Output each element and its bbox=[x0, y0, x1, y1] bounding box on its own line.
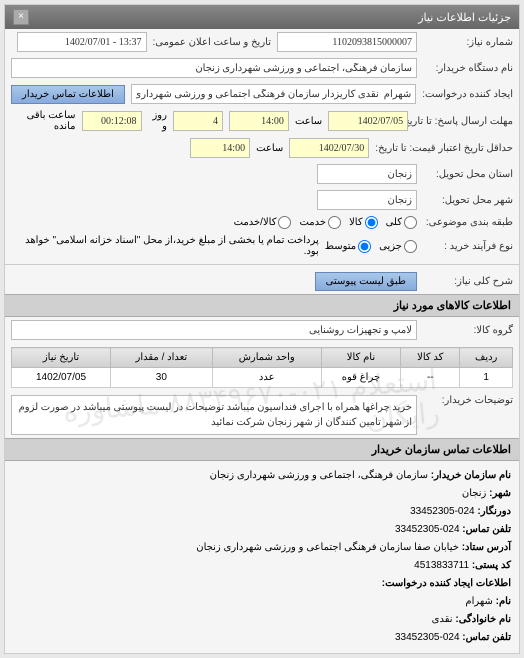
deadline-label: مهلت ارسال پاسخ: تا تاریخ: bbox=[414, 116, 513, 127]
remain-days-label: روز و bbox=[148, 110, 167, 132]
th-name: نام کالا bbox=[321, 348, 400, 368]
buyer-name-input[interactable] bbox=[11, 58, 417, 78]
requester-input[interactable] bbox=[131, 84, 416, 104]
deadline-date-input[interactable] bbox=[328, 111, 408, 131]
category-radio-group: کلی کالا خدمت کالا/خدمت bbox=[234, 216, 417, 229]
announce-input[interactable] bbox=[17, 32, 147, 52]
validity-label: حداقل تاریخ اعتبار قیمت: تا تاریخ: bbox=[375, 143, 513, 154]
th-row: ردیف bbox=[460, 348, 513, 368]
announce-label: تاریخ و ساعت اعلان عمومی: bbox=[153, 37, 272, 48]
remain-time-input bbox=[82, 111, 142, 131]
table-row[interactable]: 1 -- چراغ قوه عدد 30 1402/07/05 bbox=[12, 368, 513, 388]
contact-city-value: زنجان bbox=[462, 488, 486, 499]
lname-value: نقدی bbox=[432, 614, 453, 625]
creator-title: اطلاعات ایجاد کننده درخواست: bbox=[382, 578, 511, 589]
panel-title: جزئیات اطلاعات نیاز bbox=[418, 11, 511, 24]
postal-value: 4513833711 bbox=[414, 560, 469, 571]
remain-suffix: ساعت باقی مانده bbox=[11, 110, 76, 132]
cphone-value: 024-33452305 bbox=[395, 632, 460, 643]
contact-info-button[interactable]: اطلاعات تماس خریدار bbox=[11, 85, 125, 104]
address-label: آدرس ستاد: bbox=[462, 542, 511, 553]
cphone-label: تلفن تماس: bbox=[462, 632, 511, 643]
name-value: شهرام bbox=[465, 596, 492, 607]
panel-header: جزئیات اطلاعات نیاز × bbox=[5, 5, 519, 29]
main-panel: جزئیات اطلاعات نیاز × شماره نیاز: تاریخ … bbox=[4, 4, 520, 654]
goods-group-label: گروه کالا: bbox=[423, 325, 513, 336]
close-icon[interactable]: × bbox=[13, 9, 29, 25]
table-header-row: ردیف کد کالا نام کالا واحد شمارش تعداد /… bbox=[12, 348, 513, 368]
validity-date-input[interactable] bbox=[289, 138, 369, 158]
fax-value: 024-33452305 bbox=[410, 506, 475, 517]
phone-label: تلفن تماس: bbox=[462, 524, 511, 535]
need-desc-label: شرح کلی نیاز: bbox=[423, 276, 513, 287]
th-qty: تعداد / مقدار bbox=[111, 348, 213, 368]
need-number-label: شماره نیاز: bbox=[423, 37, 513, 48]
deadline-time-input[interactable] bbox=[229, 111, 289, 131]
postal-label: کد پستی: bbox=[472, 560, 511, 571]
process-label: نوع فرآیند خرید : bbox=[423, 241, 513, 252]
cat-all-radio[interactable]: کلی bbox=[386, 216, 417, 229]
org-label: نام سازمان خریدار: bbox=[431, 470, 511, 481]
name-label: نام: bbox=[496, 596, 511, 607]
lname-label: نام خانوادگی: bbox=[455, 614, 511, 625]
province-input[interactable] bbox=[317, 164, 417, 184]
cat-goods-service-radio[interactable]: کالا/خدمت bbox=[234, 216, 292, 229]
org-value: سازمان فرهنگی، اجتماعی و ورزشی شهرداری ز… bbox=[210, 470, 428, 481]
cat-service-radio[interactable]: خدمت bbox=[299, 216, 341, 229]
th-unit: واحد شمارش bbox=[212, 348, 321, 368]
buyer-note-label: توضیحات خریدار: bbox=[423, 395, 513, 406]
process-radio-group: جزیی متوسط bbox=[325, 240, 417, 253]
category-label: طبقه بندی موضوعی: bbox=[423, 217, 513, 228]
goods-section-header: اطلاعات کالاهای مورد نیاز bbox=[5, 294, 519, 317]
buyer-name-label: نام دستگاه خریدار: bbox=[423, 63, 513, 74]
phone-value: 024-33452305 bbox=[395, 524, 460, 535]
contact-section: نام سازمان خریدار: سازمان فرهنگی، اجتماع… bbox=[5, 461, 519, 653]
contact-city-label: شهر: bbox=[489, 488, 511, 499]
process-note: پرداخت تمام یا بخشی از مبلغ خرید،از محل … bbox=[11, 235, 319, 257]
validity-time-label: ساعت bbox=[256, 143, 283, 154]
cat-goods-radio[interactable]: کالا bbox=[349, 216, 378, 229]
validity-time-input[interactable] bbox=[190, 138, 250, 158]
buyer-note-text: خرید چراغها همراه با اجرای فنداسیون میبا… bbox=[11, 395, 417, 435]
address-value: خیابان صفا سازمان فرهنگی اجتماعی و ورزشی… bbox=[196, 542, 459, 553]
need-number-input[interactable] bbox=[277, 32, 417, 52]
fax-label: دورنگار: bbox=[477, 506, 511, 517]
contact-section-header: اطلاعات تماس سازمان خریدار bbox=[5, 438, 519, 461]
proc-small-radio[interactable]: جزیی bbox=[379, 240, 417, 253]
th-date: تاریخ نیاز bbox=[12, 348, 111, 368]
city-input[interactable] bbox=[317, 190, 417, 210]
proc-medium-radio[interactable]: متوسط bbox=[325, 240, 371, 253]
city-label: شهر محل تحویل: bbox=[423, 195, 513, 206]
province-label: استان محل تحویل: bbox=[423, 169, 513, 180]
attachment-button[interactable]: طبق لیست پیوستی bbox=[315, 272, 417, 291]
th-code: کد کالا bbox=[401, 348, 460, 368]
goods-group-input[interactable] bbox=[11, 320, 417, 340]
remain-days-input bbox=[173, 111, 223, 131]
goods-table: ردیف کد کالا نام کالا واحد شمارش تعداد /… bbox=[11, 347, 513, 388]
requester-label: ایجاد کننده درخواست: bbox=[422, 89, 513, 100]
deadline-time-label: ساعت bbox=[295, 116, 322, 127]
